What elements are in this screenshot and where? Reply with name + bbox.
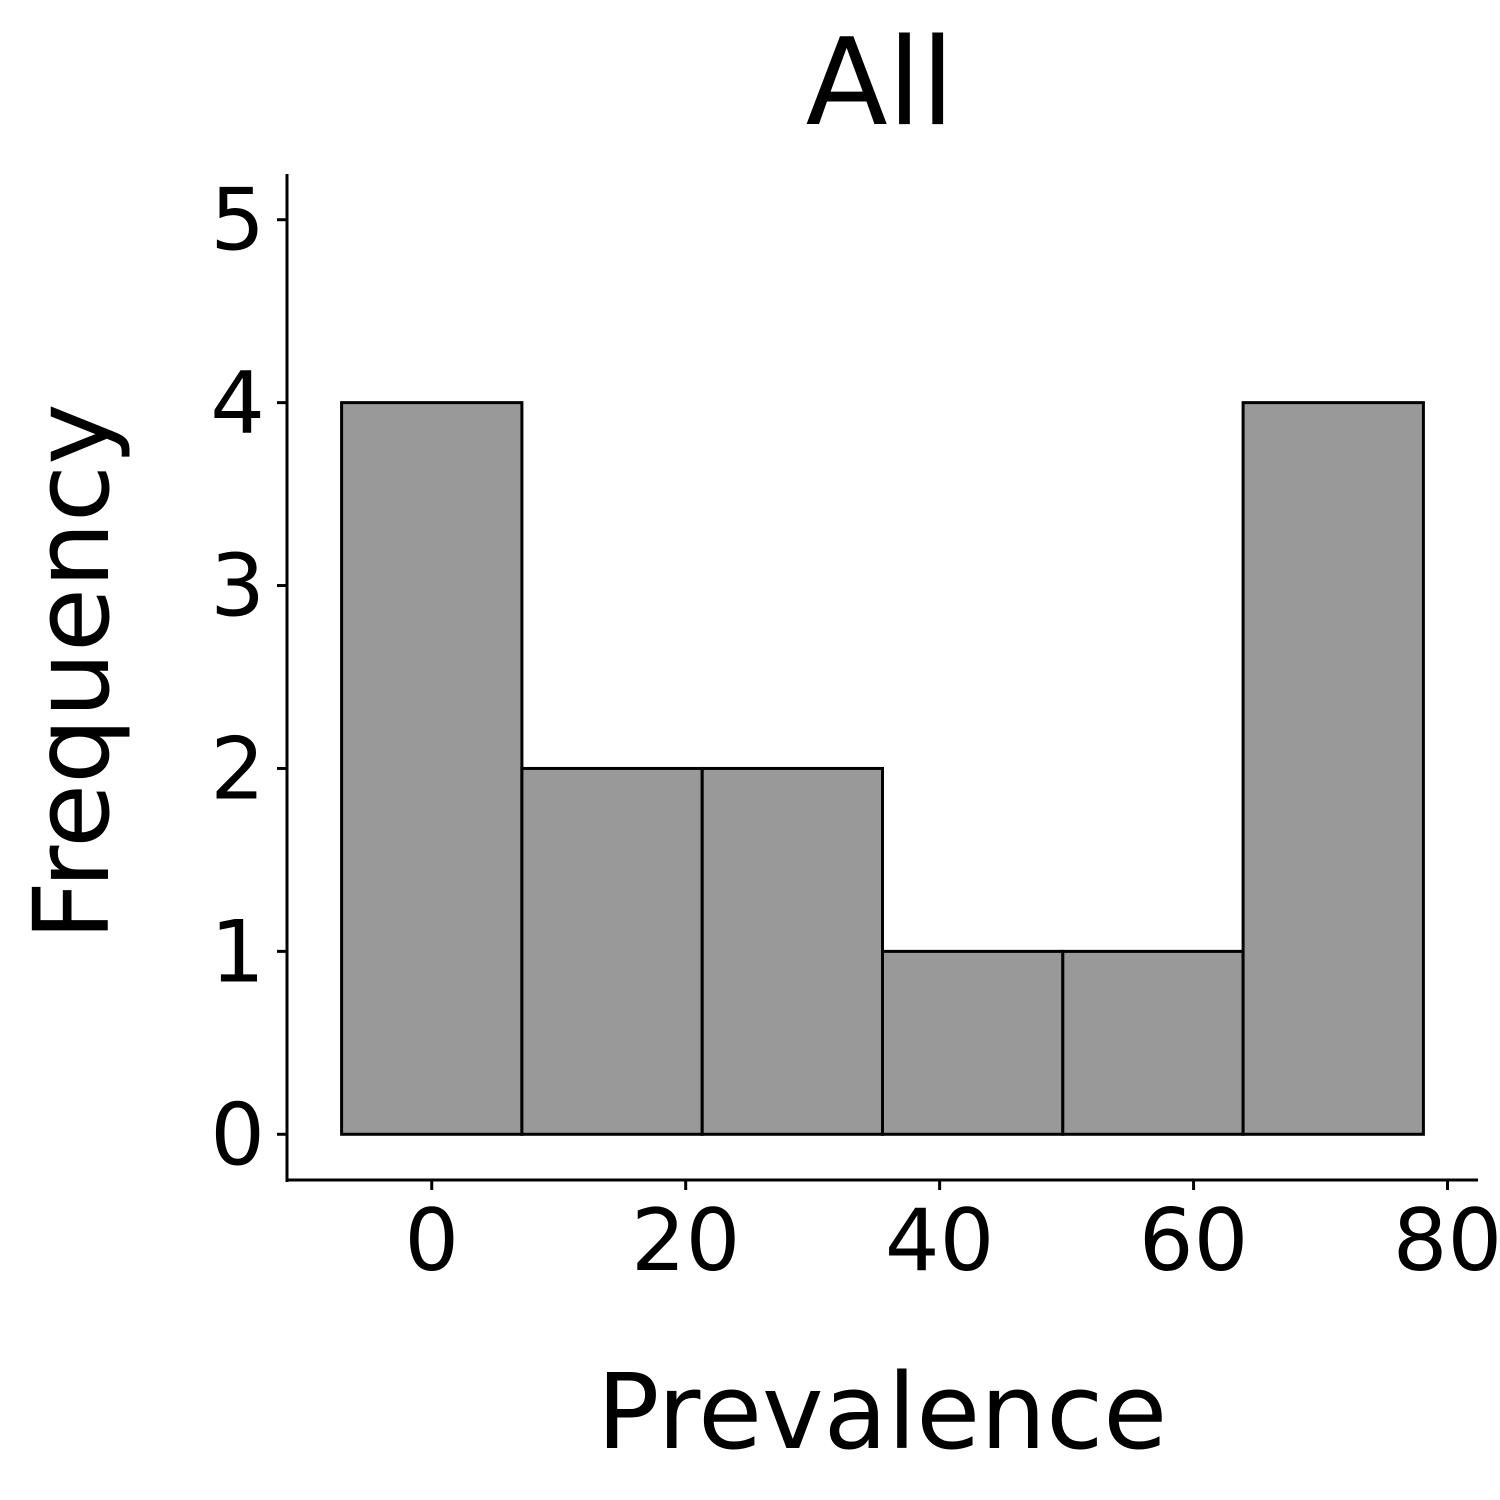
- histogram-bar-1: [520, 766, 704, 1136]
- y-tick-label: 2: [210, 719, 265, 819]
- x-tick-label: 20: [631, 1191, 740, 1291]
- y-tick-label: 5: [210, 171, 265, 271]
- histogram-bar-5: [1241, 401, 1425, 1136]
- histogram-bar-3: [881, 949, 1065, 1136]
- x-tick-label: 60: [1139, 1191, 1248, 1291]
- x-tick-label: 40: [885, 1191, 994, 1291]
- y-tick-label: 4: [210, 354, 265, 454]
- bars-group: [340, 401, 1425, 1136]
- y-axis: 0 1 2 3 4 5: [210, 171, 289, 1185]
- y-tick-label: 1: [210, 902, 265, 1002]
- histogram-bar-2: [700, 766, 884, 1136]
- y-tick-label: 0: [210, 1085, 265, 1185]
- x-axis-title: Prevalence: [597, 1351, 1168, 1473]
- x-tick-label: 0: [404, 1191, 459, 1291]
- histogram-bar-4: [1061, 949, 1245, 1136]
- y-axis-title: Frequency: [11, 403, 133, 940]
- y-tick-label: 3: [210, 537, 265, 637]
- x-axis: 0 20 40 60 80: [286, 1178, 1500, 1291]
- chart-title: All: [806, 14, 955, 153]
- x-tick-label: 80: [1393, 1191, 1500, 1291]
- histogram-bar-0: [340, 401, 524, 1136]
